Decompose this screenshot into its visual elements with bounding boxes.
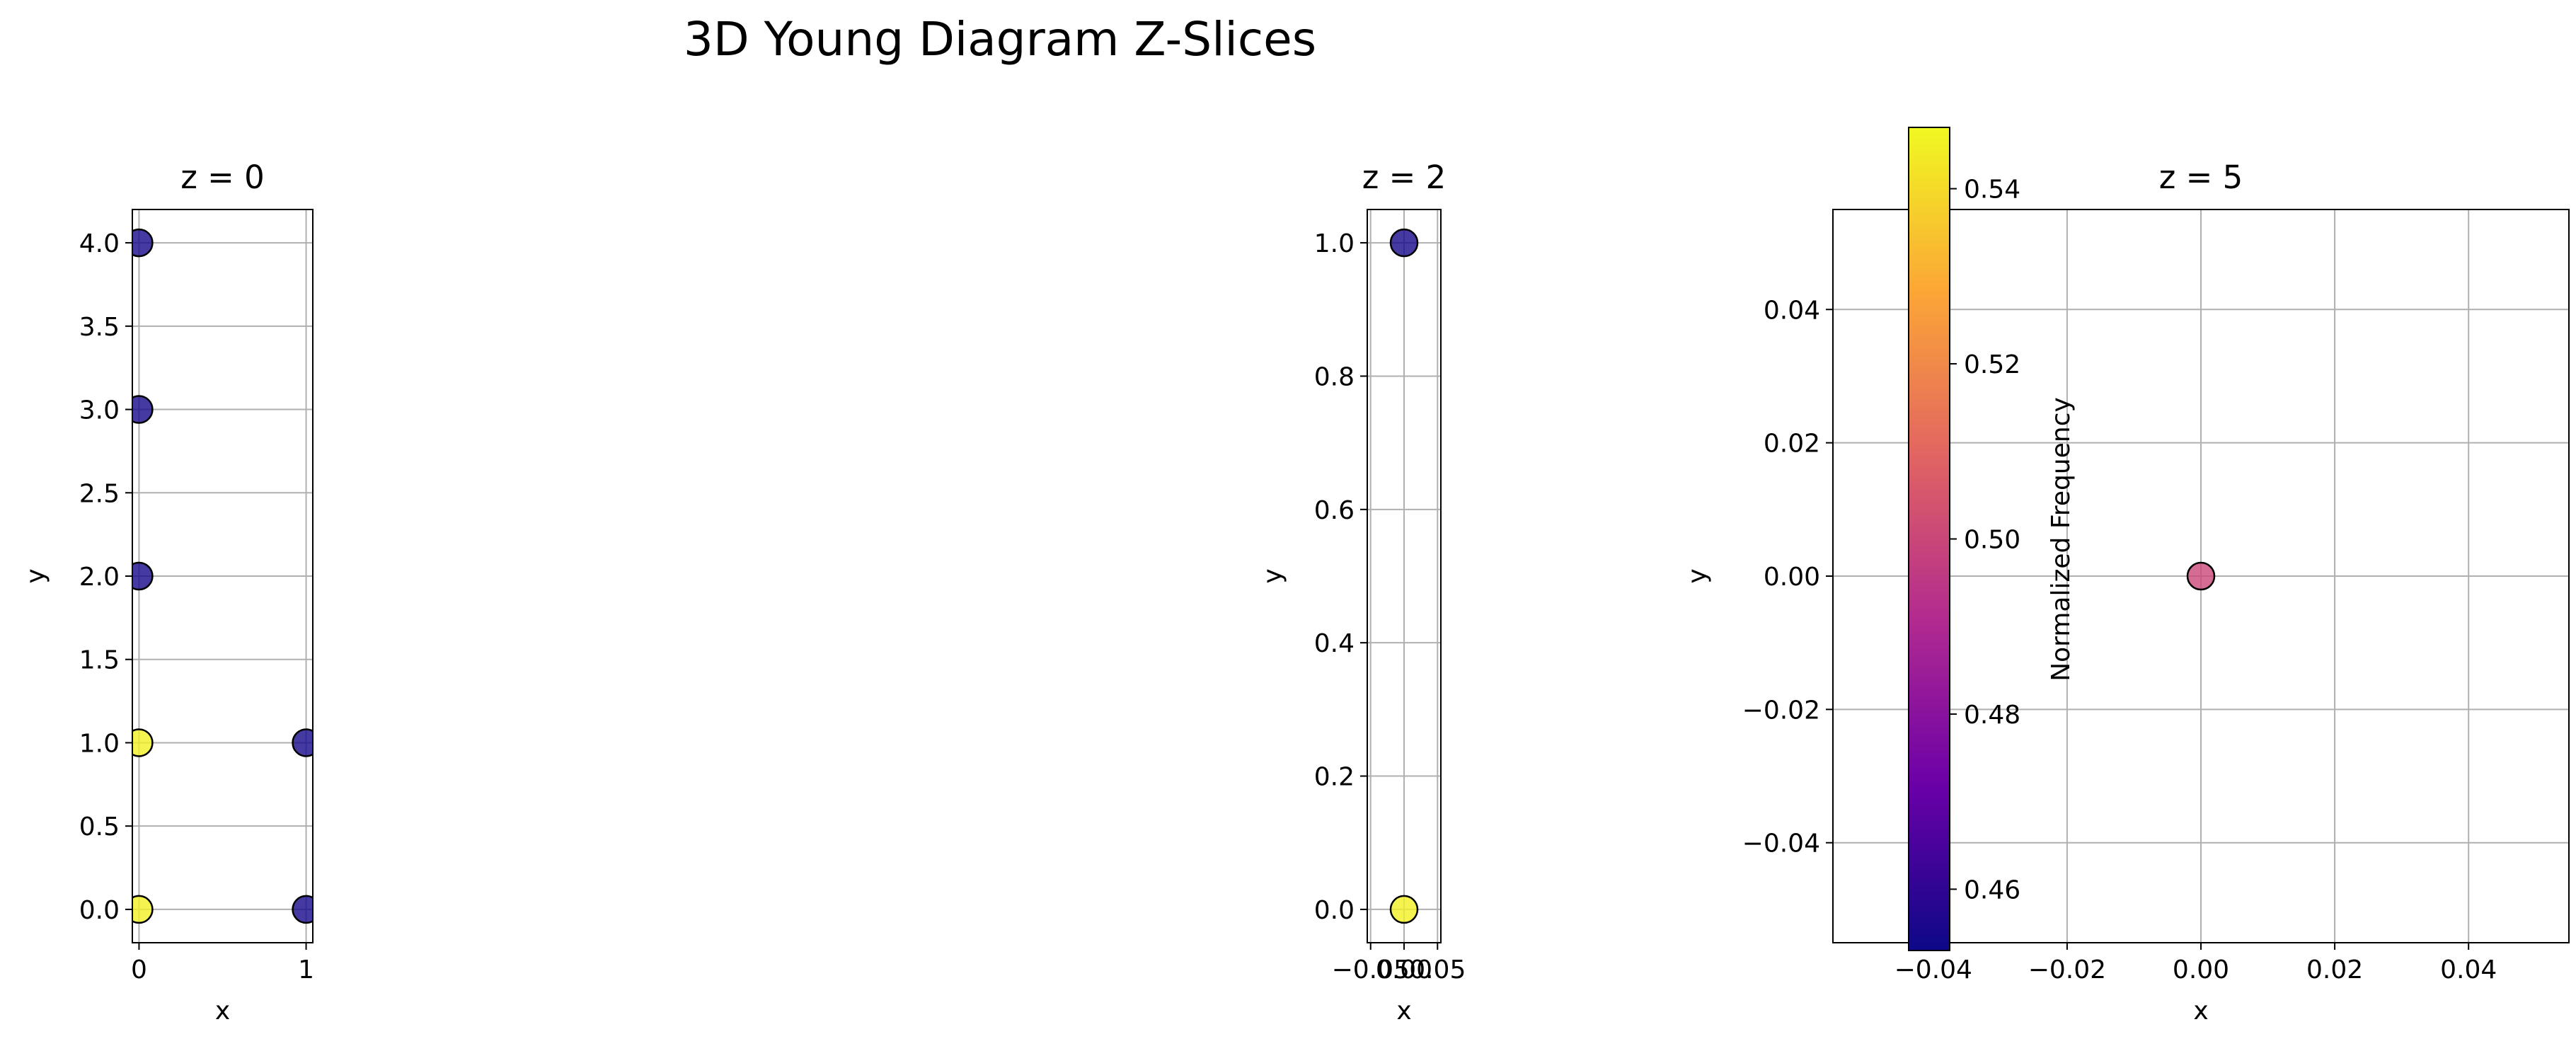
colorbar-tick-label: 0.48 [1964,701,2020,730]
y-tick-label: 1.0 [1314,229,1355,258]
x-tick-label: 1 [298,955,314,984]
y-tick-label: 2.5 [79,479,120,508]
scatter-point [2186,561,2216,591]
y-tick-label: −0.02 [1742,696,1820,725]
panel-title: z = 2 [1362,159,1447,196]
x-tick-label: 0.00 [1376,955,1432,984]
scatter-point [1389,895,1419,924]
x-axis-label: x [1396,997,1411,1026]
x-tick-label: 0 [131,955,147,984]
y-tick-label: 3.5 [79,313,120,342]
panel-title: z = 5 [2159,159,2243,196]
y-axis-ticks: −0.04 −0.02 0.00 0.02 0.04 [1742,296,1833,858]
scatter-point [132,395,154,424]
scatter-point [292,895,313,924]
x-tick-label: 0.00 [2173,955,2229,984]
grid-lines [132,209,313,943]
y-tick-label: 0.8 [1314,362,1355,391]
y-tick-label: 0.02 [1764,430,1820,459]
scatter-point [132,728,154,757]
scatter-point [292,728,313,757]
colorbar-tick-label: 0.52 [1964,350,2020,379]
y-axis-label: y [1683,568,1712,583]
colorbar: 0.46 0.48 0.50 0.52 0.54 Normalized Frequenc… [1908,127,2076,951]
panel-z-5: −0.04 −0.02 0.00 0.02 0.04 −0.04 −0.02 0.00 0.0… [1683,159,2570,1026]
colorbar-ticks: 0.46 0.48 0.50 0.52 0.54 [1950,176,2020,904]
colorbar-tick-label: 0.46 [1964,875,2020,904]
x-tick-label: −0.02 [2028,955,2106,984]
scatter-point [132,228,154,258]
scatter-point [132,895,154,924]
y-tick-label: 0.2 [1314,763,1355,792]
y-axis-ticks: 0.0 0.5 1.0 1.5 2.0 2.5 3.0 3.5 4.0 [79,229,132,925]
x-tick-label: −0.05 [1332,955,1410,984]
scatter-points [2186,561,2216,591]
y-tick-label: 0.00 [1764,563,1820,592]
y-tick-label: 4.0 [79,229,120,258]
x-axis-ticks: −0.050.000.05 [1332,943,1466,984]
panel-title: z = 0 [180,159,265,196]
colorbar-tick-label: 0.54 [1964,176,2020,205]
x-tick-label: −0.04 [1894,955,1972,984]
y-tick-label: 2.0 [79,563,120,592]
y-tick-label: 0.04 [1764,296,1820,325]
y-axis-label: y [21,568,50,583]
grid-lines [1367,209,1441,943]
y-tick-label: 0.4 [1314,629,1355,658]
y-tick-label: −0.04 [1742,829,1820,858]
x-axis-ticks: −0.04 −0.02 0.00 0.02 0.04 [1894,943,2497,984]
scatter-points [1389,228,1419,924]
x-tick-label: 0.04 [2440,955,2497,984]
y-tick-label: 0.5 [79,812,120,842]
y-tick-label: 3.0 [79,396,120,425]
scatter-points [132,228,313,924]
colorbar-label: Normalized Frequency [2047,397,2076,682]
figure-title: 3D Young Diagram Z-Slices [684,12,1316,67]
y-tick-label: 0.0 [79,896,120,925]
grid-lines [1833,209,2569,943]
scatter-point [132,561,154,591]
y-tick-label: 0.0 [1314,896,1355,925]
x-axis-label: x [215,997,230,1026]
x-tick-label: 0.05 [1409,955,1466,984]
colorbar-tick-label: 0.50 [1964,526,2020,555]
y-tick-label: 0.6 [1314,496,1355,525]
y-axis-label: y [1258,568,1287,583]
x-axis-label: x [2193,997,2208,1026]
y-tick-label: 1.0 [79,729,120,758]
scatter-point [1389,228,1419,258]
y-axis-ticks: 0.0 0.2 0.4 0.6 0.8 1.0 [1314,229,1367,925]
y-tick-label: 1.5 [79,646,120,675]
colorbar-gradient [1908,127,1950,951]
x-tick-label: 0.02 [2306,955,2363,984]
panel-z-2: −0.050.000.05 0.0 0.2 0.4 0.6 0.8 1.0 z = 2 x… [1258,159,1466,1026]
